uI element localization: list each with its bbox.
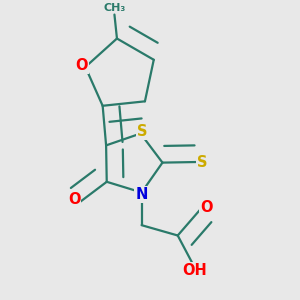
Text: O: O (68, 192, 80, 207)
Text: O: O (76, 58, 88, 73)
Text: O: O (200, 200, 213, 215)
Text: OH: OH (183, 263, 207, 278)
Text: CH₃: CH₃ (103, 3, 126, 13)
Text: S: S (197, 154, 207, 169)
Text: N: N (135, 187, 148, 202)
Text: S: S (137, 124, 148, 139)
